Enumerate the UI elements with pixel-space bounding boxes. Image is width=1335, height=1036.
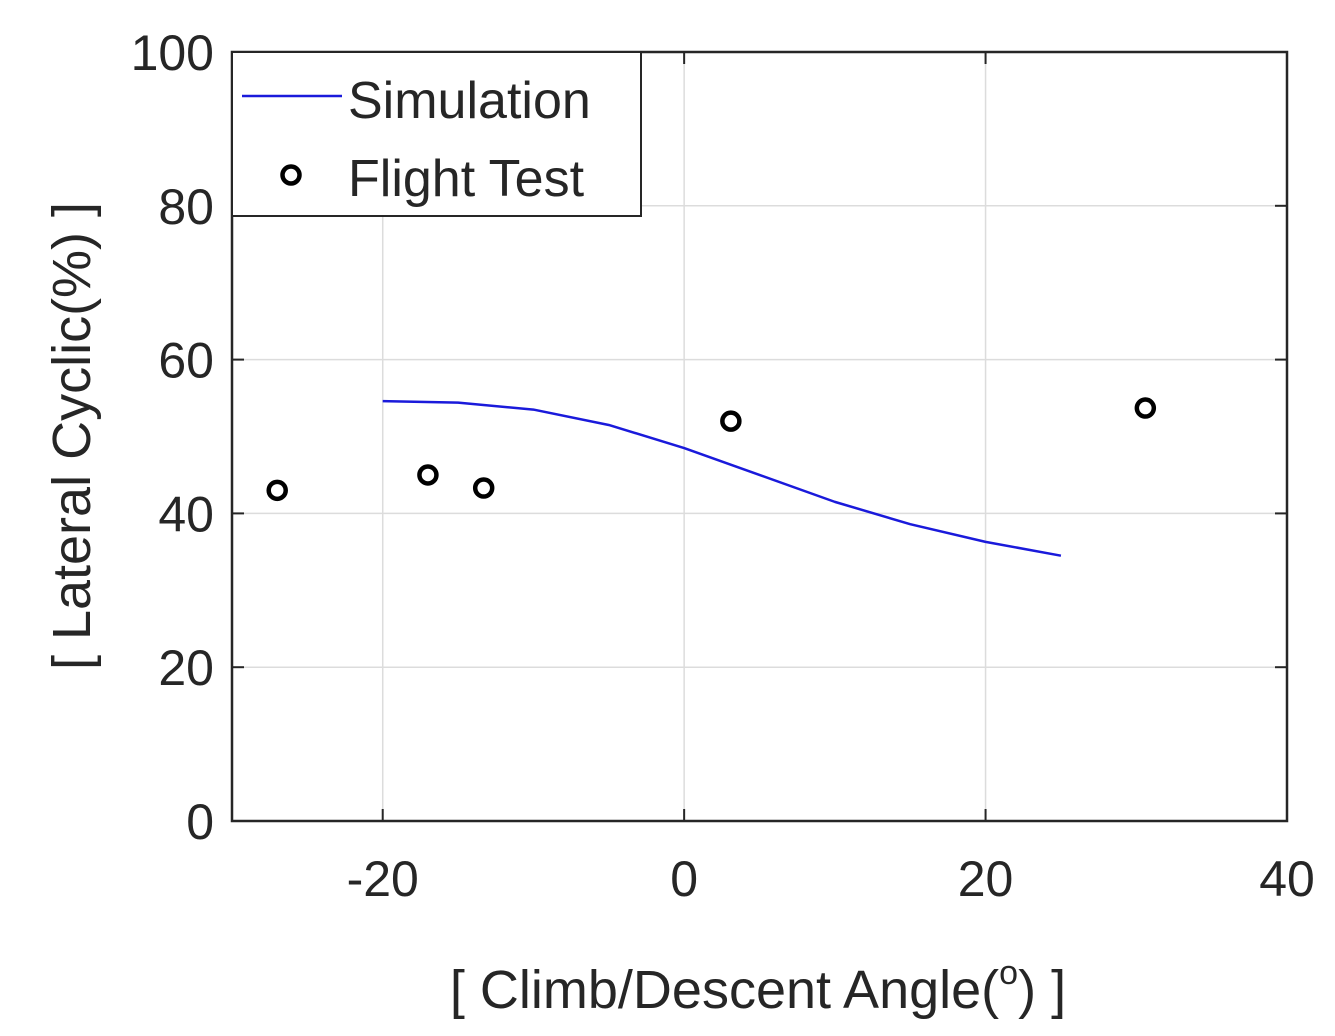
y-tick-label: 80 <box>158 179 214 235</box>
legend-box <box>231 51 642 217</box>
series-simulation-line <box>382 399 1062 557</box>
flight-test-point <box>1134 397 1157 419</box>
tick-labels: -20 0 20 40 0 20 40 60 80 100 <box>131 25 1315 907</box>
flight-test-point <box>417 464 439 486</box>
y-tick-label: 0 <box>186 794 214 850</box>
legend-simulation-label: Simulation <box>348 72 591 130</box>
x-axis-title-superscript: o <box>999 954 1018 992</box>
x-axis-title-suffix: ) ] <box>1018 960 1066 1020</box>
x-tick-label: -20 <box>347 851 419 907</box>
flight-test-point <box>266 479 288 502</box>
y-axis-title: [ Lateral Cyclic(%) ] <box>42 202 102 670</box>
x-axis-title-main: [ Climb/Descent Angle( <box>450 960 999 1020</box>
y-tick-label: 100 <box>131 25 214 81</box>
legend-flight-test-marker <box>280 164 302 186</box>
x-tick-label: 20 <box>958 851 1014 907</box>
y-tick-label: 60 <box>158 333 214 389</box>
y-tick-label: 20 <box>158 640 214 696</box>
series-layer <box>266 397 1157 557</box>
flight-test-point <box>472 477 495 499</box>
axes-box <box>230 50 1289 823</box>
flight-test-point <box>720 410 742 432</box>
x-axis-title: [ Climb/Descent Angle(o) ] <box>450 954 1066 1020</box>
legend: Simulation Flight Test <box>231 51 642 217</box>
legend-flight-test-label: Flight Test <box>348 150 585 208</box>
x-tick-label: 40 <box>1259 851 1315 907</box>
x-tick-label: 0 <box>670 851 698 907</box>
y-tick-label: 40 <box>158 486 214 542</box>
